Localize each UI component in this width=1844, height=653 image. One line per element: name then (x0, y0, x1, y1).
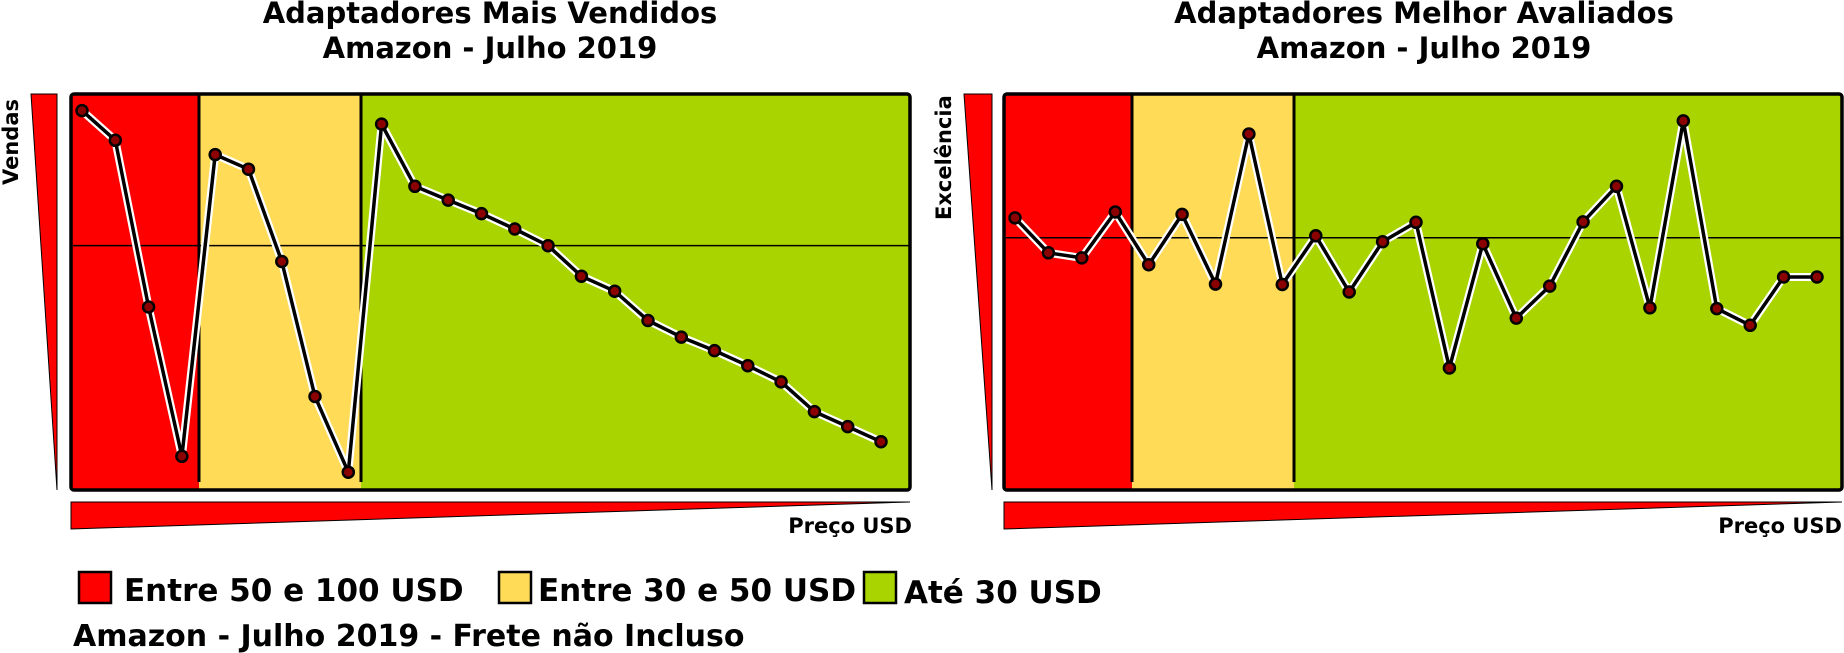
chart2-plot-frame (1002, 92, 1844, 492)
chart2-band-red (1004, 94, 1132, 490)
chart1-data-point-7 (275, 254, 289, 269)
chart2-data-point-23 (1743, 318, 1757, 333)
legend-swatch-green (862, 570, 898, 605)
legend-swatch-yellow (497, 570, 533, 605)
chart1-data-point-16 (574, 269, 589, 283)
chart2-title-line1: Adaptadores Melhor Avaliados (1174, 0, 1674, 30)
chart1-data-point-3 (141, 300, 156, 314)
chart2-data-point-15 (1476, 236, 1490, 251)
chart2-data-point-9 (1275, 277, 1290, 292)
chart2-data-point-2 (1041, 246, 1056, 260)
chart2-data-point-24 (1776, 270, 1791, 284)
chart2-plot (1002, 92, 1844, 492)
chart1-data-point-10 (374, 117, 389, 131)
chart2-data-point-19 (1609, 179, 1624, 194)
chart1-data-point-13 (474, 206, 489, 221)
chart1-data-point-20 (707, 343, 722, 358)
legend-label-red: Entre 50 e 100 USD (124, 573, 464, 609)
chart2-data-point-11 (1342, 285, 1356, 299)
chart2-data-point-7 (1208, 277, 1223, 291)
chart1-data-point-8 (308, 389, 322, 404)
chart2-band-yellow (1132, 94, 1294, 490)
chart2-x-wedge (1003, 501, 1843, 530)
chart2-data-point-20 (1643, 301, 1657, 315)
legend-label-green: Até 30 USD (904, 575, 1102, 611)
chart2-data-point-1 (1008, 211, 1022, 225)
chart1-data-point-17 (607, 284, 622, 298)
chart1-x-wedge (70, 501, 911, 530)
chart2-data-point-17 (1542, 279, 1557, 293)
chart2-band-green (1294, 94, 1842, 490)
chart1-data-point-12 (441, 193, 455, 207)
legend-swatch-red (77, 570, 113, 605)
chart2-data-point-12 (1375, 234, 1390, 249)
footer-note: Amazon - Julho 2019 - Frete não Incluso (73, 619, 744, 653)
chart1-band-yellow (199, 94, 361, 490)
chart2-data-point-5 (1141, 257, 1156, 272)
chart1-data-point-11 (408, 179, 422, 194)
chart1-data-point-21 (741, 358, 755, 373)
chart2-data-point-8 (1242, 127, 1256, 141)
chart2-data-point-14 (1442, 361, 1457, 375)
chart1-data-point-9 (341, 465, 356, 479)
chart1-title-line2: Amazon - Julho 2019 (323, 31, 658, 65)
chart2-xlabel: Preço USD (1718, 514, 1842, 538)
legend-label-yellow: Entre 30 e 50 USD (538, 573, 856, 609)
chart2-data-point-4 (1108, 205, 1123, 219)
chart2-data-point-10 (1309, 229, 1323, 243)
chart1-data-point-19 (674, 330, 689, 344)
chart2-y-wedge (963, 93, 993, 491)
chart2-ylabel: Excelência (932, 95, 956, 220)
chart1-ylabel: Vendas (0, 99, 23, 185)
chart2-data-point-25 (1810, 270, 1824, 284)
chart1-data-point-6 (241, 162, 256, 176)
chart1-xlabel: Preço USD (788, 514, 912, 538)
chart2-data-point-18 (1576, 215, 1590, 229)
chart1-data-point-23 (807, 404, 822, 419)
chart1-data-point-24 (840, 419, 855, 434)
chart1-data-point-25 (874, 434, 888, 449)
chart1-data-point-22 (774, 375, 788, 389)
chart2-title-line2: Amazon - Julho 2019 (1257, 31, 1592, 65)
chart1-data-point-4 (175, 449, 189, 464)
chart2-data-point-13 (1409, 215, 1423, 230)
chart1-title-line1: Adaptadores Mais Vendidos (263, 0, 718, 30)
chart1-y-wedge (30, 93, 58, 491)
chart1-data-point-15 (541, 238, 555, 253)
chart2-data-point-3 (1075, 251, 1089, 265)
chart1-band-green (361, 94, 910, 490)
chart2-data-point-22 (1710, 301, 1724, 316)
chart2-data-point-6 (1175, 207, 1189, 222)
chart1-data-point-14 (508, 222, 522, 236)
chart1-data-point-1 (75, 103, 89, 118)
chart1-data-point-2 (108, 133, 123, 148)
chart1-data-point-18 (641, 313, 655, 328)
chart2-data-point-16 (1509, 311, 1524, 325)
chart1-plot (69, 92, 912, 492)
chart2-data-point-21 (1676, 114, 1691, 128)
chart1-data-point-5 (208, 147, 222, 162)
chart1-plot-frame (69, 92, 912, 492)
